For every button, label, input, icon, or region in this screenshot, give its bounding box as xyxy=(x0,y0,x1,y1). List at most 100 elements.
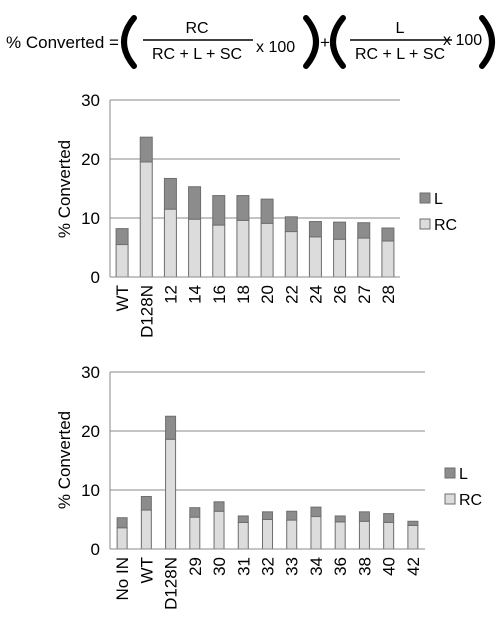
x-tick-label: 14 xyxy=(186,285,205,304)
x-tick-label: D128N xyxy=(162,557,181,610)
legend-swatch-rc xyxy=(419,218,431,230)
y-tick-label: 20 xyxy=(81,422,100,441)
bar-segment-l xyxy=(357,222,371,239)
bar-segment-l xyxy=(284,216,298,233)
bar-segment-rc xyxy=(237,521,249,550)
left-paren-2 xyxy=(330,15,346,69)
bar-segment-rc xyxy=(189,516,201,550)
bar-segment-l xyxy=(237,515,249,523)
x-tick-label: WT xyxy=(137,557,156,583)
y-tick-label: 10 xyxy=(81,481,100,500)
bar-segment-l xyxy=(140,495,152,511)
x-tick-label: 16 xyxy=(210,285,229,304)
legend-swatch-l xyxy=(419,192,431,204)
bar-segment-l xyxy=(381,227,395,242)
x-tick-label: 20 xyxy=(258,285,277,304)
y-tick-label: 10 xyxy=(81,209,100,228)
bar-segment-l xyxy=(116,517,128,529)
conversion-chart-2: 0 10 20 30 % Converted No IN WT D128N 29 30 31 32 33… xyxy=(55,363,482,610)
x-tick-label: 38 xyxy=(355,557,374,576)
x-tick-label: 29 xyxy=(186,557,205,576)
bar-segment-rc xyxy=(260,222,274,278)
x-tick-label: 24 xyxy=(306,285,325,304)
term2-denominator: RC + L + SC xyxy=(355,46,445,63)
bar-segment-rc xyxy=(140,509,152,550)
bar-segment-rc xyxy=(334,521,346,550)
bar-segment-rc xyxy=(262,519,273,550)
bar-segment-rc xyxy=(284,231,298,278)
x-tick-label: 34 xyxy=(307,557,326,576)
term1-numerator: RC xyxy=(185,20,208,37)
term2-factor: x 100 xyxy=(443,32,482,49)
bar-segment-rc xyxy=(407,524,419,550)
bar-segment-rc xyxy=(116,527,128,550)
bar-segment-rc xyxy=(381,240,395,278)
y-tick-label: 30 xyxy=(81,363,100,382)
y-tick-label: 0 xyxy=(91,268,100,287)
term1-denominator: RC + L + SC xyxy=(152,46,242,63)
legend-swatch-rc xyxy=(444,493,456,505)
bar-segment-l xyxy=(358,511,370,522)
bar-segment-l xyxy=(262,511,273,521)
bar-segment-rc xyxy=(213,510,225,550)
x-tick-label: 27 xyxy=(355,285,374,304)
x-tick-label: 28 xyxy=(379,285,398,304)
bar-segment-rc xyxy=(310,516,322,550)
x-tick-label: 18 xyxy=(234,285,253,304)
y-axis-label: % Converted xyxy=(55,140,74,238)
bar-segment-rc xyxy=(308,236,322,278)
bar-segment-rc xyxy=(333,238,347,278)
x-tick-label: 32 xyxy=(259,557,278,576)
y-axis-label: % Converted xyxy=(55,411,74,509)
x-tick-label: 40 xyxy=(380,557,399,576)
bar-segment-rc xyxy=(236,219,250,278)
bar-segment-l xyxy=(308,221,322,238)
bar-segment-rc xyxy=(212,224,226,278)
bar-segment-rc xyxy=(357,237,371,278)
x-tick-label: 12 xyxy=(161,285,180,304)
x-tick-label: 30 xyxy=(210,557,229,576)
bar-segment-rc xyxy=(163,208,177,278)
bar-segment-rc xyxy=(139,161,153,278)
bar-segment-l xyxy=(188,186,202,220)
bar-segment-rc xyxy=(165,438,177,550)
bar-segment-l xyxy=(115,228,129,246)
bar-segment-rc xyxy=(115,244,129,278)
x-tick-label: 33 xyxy=(283,557,302,576)
bar-segment-rc xyxy=(383,521,395,550)
y-tick-label: 0 xyxy=(91,540,100,559)
legend-swatch-l xyxy=(444,467,456,479)
legend-label-l: L xyxy=(434,191,443,208)
x-tick-label: 26 xyxy=(331,285,350,304)
legend-label-l: L xyxy=(459,466,468,483)
right-paren-1 xyxy=(303,15,319,69)
x-tick-label: WT xyxy=(113,285,132,311)
bar-segment-l xyxy=(260,198,274,224)
formula-lhs: % Converted = xyxy=(6,33,119,52)
term2-numerator: L xyxy=(396,20,405,37)
bar-segment-l xyxy=(286,510,298,521)
bar-segment-l xyxy=(333,221,347,240)
conversion-chart-1: 0 10 20 30 % Converted WT D128N 12 14 16 18 20 22 24 2… xyxy=(55,91,457,338)
bar-segment-l xyxy=(236,195,250,221)
right-paren-2 xyxy=(479,15,495,69)
y-tick-label: 30 xyxy=(81,91,100,110)
bar-segment-rc xyxy=(358,520,370,550)
x-tick-label: 42 xyxy=(404,557,423,576)
bar-segment-l xyxy=(163,177,177,210)
left-paren-1 xyxy=(121,15,137,69)
legend-label-rc: RC xyxy=(459,492,482,509)
bar-segment-l xyxy=(139,136,153,163)
term1-factor: x 100 xyxy=(256,39,295,56)
bar-segment-l xyxy=(212,195,226,226)
bar-segment-l xyxy=(165,415,177,440)
bar-segment-l xyxy=(310,506,322,518)
bar-segment-rc xyxy=(286,519,298,550)
bar-segment-l xyxy=(334,515,346,523)
bar-segment-l xyxy=(213,501,225,512)
x-tick-label: 22 xyxy=(282,285,301,304)
x-tick-label: No IN xyxy=(113,557,132,600)
x-tick-label: 36 xyxy=(331,557,350,576)
legend-label-rc: RC xyxy=(434,217,457,234)
x-tick-label: D128N xyxy=(137,285,156,338)
